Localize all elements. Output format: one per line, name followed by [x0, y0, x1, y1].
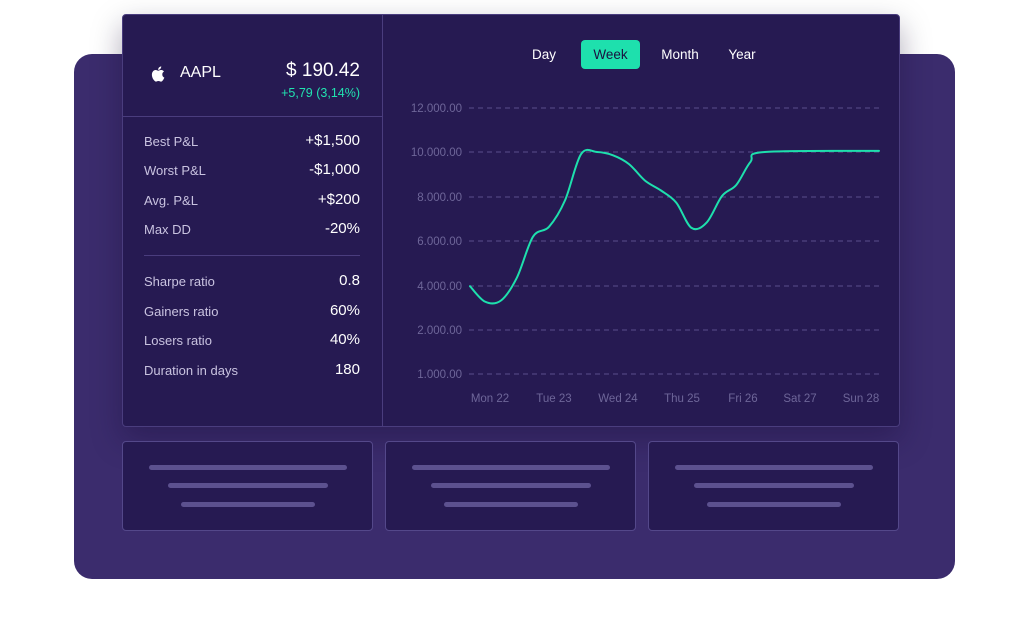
- placeholder-bar: [181, 502, 315, 507]
- placeholder-card-1: [122, 441, 373, 531]
- placeholder-bar: [707, 502, 841, 507]
- placeholder-bar: [149, 465, 347, 470]
- stat-losers-ratio: Losers ratio 40%: [144, 331, 360, 351]
- stat-value: -$1,000: [309, 161, 360, 178]
- stat-avg-pl: Avg. P&L +$200: [144, 191, 360, 211]
- y-tick-label: 6.000.00: [417, 236, 462, 248]
- y-tick-label: 2.000.00: [417, 325, 462, 337]
- placeholder-bar: [168, 483, 328, 488]
- stat-label: Best P&L: [144, 134, 199, 149]
- price: $ 190.42: [286, 60, 360, 81]
- x-tick-label: Thu 25: [664, 393, 700, 405]
- stat-label: Losers ratio: [144, 333, 212, 348]
- x-tick-label: Mon 22: [471, 393, 509, 405]
- stat-value: 180: [334, 361, 360, 378]
- stat-label: Worst P&L: [144, 163, 206, 178]
- y-tick-label: 10.000.00: [411, 147, 462, 159]
- tab-month[interactable]: Month: [661, 47, 699, 62]
- stat-value: +$200: [317, 191, 360, 208]
- y-tick-label: 1.000.00: [417, 369, 462, 381]
- placeholder-bar: [412, 465, 610, 470]
- stat-value: +$1,500: [305, 132, 360, 149]
- stat-value: 40%: [329, 331, 360, 348]
- stat-gainers-ratio: Gainers ratio 60%: [144, 302, 360, 322]
- price-change: +5,79 (3,14%): [281, 86, 360, 100]
- stats-column: AAPL $ 190.42 +5,79 (3,14%) Best P&L +$1…: [123, 15, 383, 426]
- y-tick-label: 12.000.00: [411, 103, 462, 115]
- placeholder-bar: [675, 465, 873, 470]
- stats-divider: [144, 255, 360, 256]
- placeholder-card-2: [385, 441, 636, 531]
- stat-label: Duration in days: [144, 363, 238, 378]
- line-chart: 12.000.00 10.000.00 8.000.00 6.000.00 4.000.…: [411, 103, 880, 405]
- stat-worst-pl: Worst P&L -$1,000: [144, 161, 360, 181]
- stat-value: -20%: [324, 220, 360, 237]
- x-tick-label: Sat 27: [783, 393, 816, 405]
- y-tick-label: 4.000.00: [417, 281, 462, 293]
- y-tick-label: 8.000.00: [417, 192, 462, 204]
- stat-label: Max DD: [144, 222, 191, 237]
- tab-week[interactable]: Week: [581, 40, 640, 69]
- stat-value: 60%: [329, 302, 360, 319]
- apple-icon: [151, 66, 165, 82]
- x-tick-label: Wed 24: [598, 393, 638, 405]
- stock-panel: AAPL $ 190.42 +5,79 (3,14%) Best P&L +$1…: [122, 14, 900, 427]
- stat-duration: Duration in days 180: [144, 361, 360, 381]
- stat-value: 0.8: [339, 272, 360, 289]
- x-tick-label: Sun 28: [843, 393, 879, 405]
- tab-year[interactable]: Year: [728, 47, 756, 62]
- placeholder-bar: [694, 483, 854, 488]
- x-tick-label: Fri 26: [728, 393, 757, 405]
- stat-best-pl: Best P&L +$1,500: [144, 132, 360, 152]
- placeholder-bar: [431, 483, 591, 488]
- chart-area: Day Week Month Year 12.000.00 10.000.00 8.…: [383, 15, 899, 426]
- stat-label: Avg. P&L: [144, 193, 198, 208]
- x-tick-label: Tue 23: [536, 393, 571, 405]
- stat-label: Sharpe ratio: [144, 274, 215, 289]
- placeholder-card-3: [648, 441, 899, 531]
- ticker-symbol: AAPL: [180, 64, 221, 81]
- stat-label: Gainers ratio: [144, 304, 219, 319]
- stat-max-dd: Max DD -20%: [144, 220, 360, 240]
- ticker-header: AAPL $ 190.42 +5,79 (3,14%): [123, 15, 382, 117]
- series-line: [469, 148, 880, 305]
- stat-sharpe-ratio: Sharpe ratio 0.8: [144, 272, 360, 292]
- placeholder-bar: [444, 502, 578, 507]
- tab-day[interactable]: Day: [531, 47, 556, 62]
